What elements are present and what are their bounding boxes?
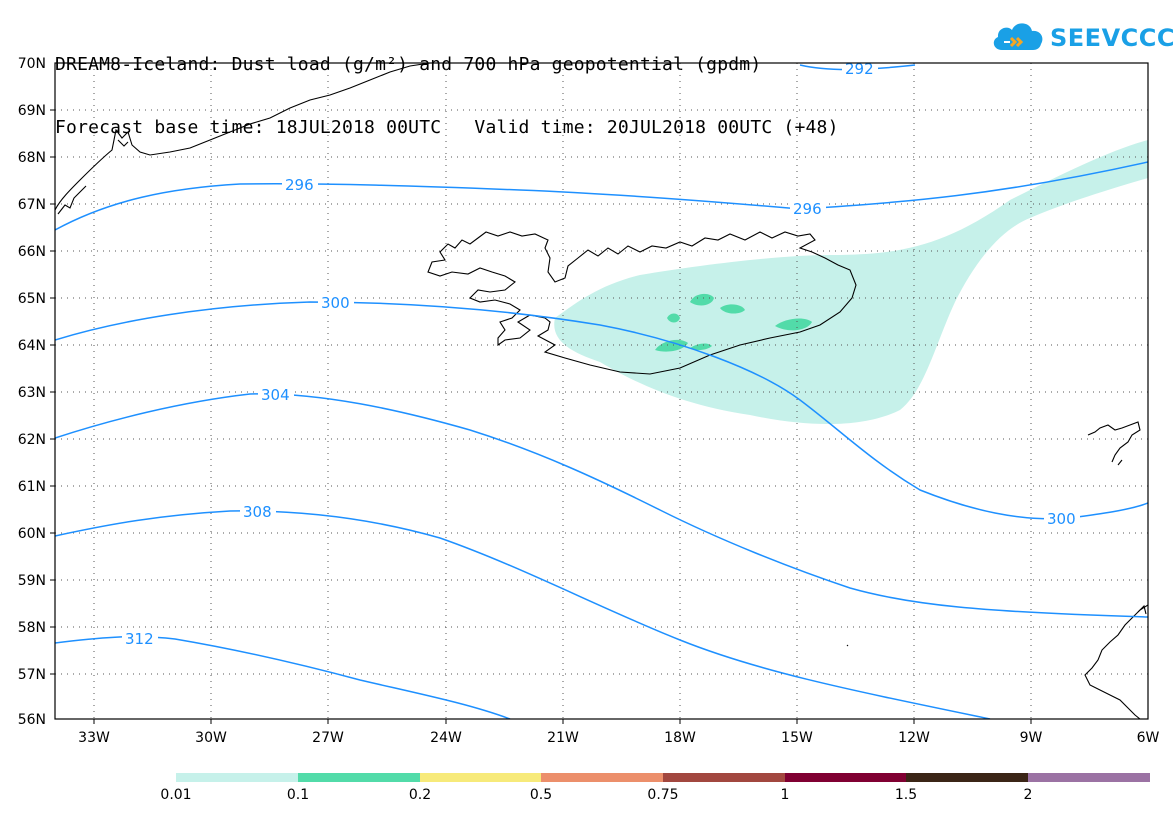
rockall-dot [846,644,849,647]
colorbar [176,773,1150,782]
shetland-isles [1137,604,1147,615]
lon-label-33w: 33W [78,730,110,746]
lat-label-59n: 59N [18,573,46,589]
map-title: DREAM8-Iceland: Dust load (g/m²) and 700… [55,12,839,159]
lat-label-70n: 70N [18,56,46,72]
dust-area-mid-5 [655,339,688,352]
lon-label-12w: 12W [898,730,930,746]
lat-label-68n: 68N [18,150,46,166]
contour-label-300-west: 300 [321,294,350,312]
dust-area-mid-6 [690,343,712,351]
colorbar-swatch-6 [785,773,906,782]
cloud-icon [990,18,1046,58]
contour-label-304: 304 [261,386,290,404]
colorbar-swatch-4 [541,773,663,782]
contour-label-312: 312 [125,630,154,648]
colorbar-label-0.01: 0.01 [160,787,191,803]
lat-label-60n: 60N [18,526,46,542]
faroe-islands [1087,421,1141,466]
lon-label-24w: 24W [430,730,462,746]
contour-label-box [240,503,276,520]
seevccc-logo: SEEVCCC [990,18,1175,58]
contour-label-box [258,386,294,403]
latitude-labels: 70N 69N 68N 67N 66N 65N 64N 63N 62N 61N … [18,56,46,728]
contour-label-292: 292 [845,60,874,78]
contour-labels: 292 296 296 300 300 304 308 312 [125,60,1076,648]
colorbar-label-1: 1 [781,787,790,803]
contour-label-box [122,630,158,647]
lon-label-18w: 18W [664,730,696,746]
logo-text: SEEVCCC [1050,24,1175,52]
iceland-coast [427,231,857,375]
axis-ticks [50,109,1032,724]
lat-label-61n: 61N [18,479,46,495]
title-line-1: DREAM8-Iceland: Dust load (g/m²) and 700… [55,54,762,75]
contour-label-box [790,200,826,217]
coastlines [55,63,1148,719]
plot-frame [54,62,1149,720]
greenland-coast [55,63,431,211]
contour-308 [55,510,991,719]
lat-label-66n: 66N [18,244,46,260]
greenland-coast-detail [57,139,129,215]
lon-label-6w: 6W [1137,730,1160,746]
contour-label-300-east: 300 [1047,510,1076,528]
geopotential-contours [55,64,1148,719]
lat-label-69n: 69N [18,103,46,119]
colorbar-label-0.75: 0.75 [647,787,678,803]
contour-label-box [318,294,354,311]
dust-area-low [554,140,1148,425]
lon-label-9w: 9W [1020,730,1043,746]
contour-label-box [1044,510,1080,527]
gridlines [55,63,1148,719]
dust-area-mid-3 [775,318,812,331]
colorbar-label-2: 2 [1024,787,1033,803]
lat-label-67n: 67N [18,197,46,213]
lat-label-56n: 56N [18,712,46,728]
lat-label-58n: 58N [18,620,46,636]
dust-area-mid-2 [720,304,745,314]
contour-296 [55,161,1148,231]
lat-label-64n: 64N [18,338,46,354]
colorbar-swatch-2 [298,773,420,782]
colorbar-labels: 0.01 0.1 0.2 0.5 0.75 1 1.5 2 [160,787,1032,803]
lat-label-65n: 65N [18,291,46,307]
title-line-2: Forecast base time: 18JUL2018 00UTC Vali… [55,117,839,138]
colorbar-label-0.1: 0.1 [287,787,309,803]
contour-300-west [55,301,1148,520]
contour-312 [55,635,511,719]
lat-label-57n: 57N [18,667,46,683]
contour-label-box [842,63,878,77]
contour-label-296-west: 296 [285,176,314,194]
contour-label-308: 308 [243,503,272,521]
lat-label-62n: 62N [18,432,46,448]
colorbar-swatch-1 [176,773,298,782]
lon-label-15w: 15W [781,730,813,746]
colorbar-swatch-5 [663,773,785,782]
dust-area-mid-1 [690,293,714,306]
lat-label-63n: 63N [18,385,46,401]
colorbar-label-1.5: 1.5 [895,787,917,803]
colorbar-swatch-7 [906,773,1028,782]
colorbar-label-0.5: 0.5 [530,787,552,803]
dust-area-mid-4 [667,313,680,323]
scotland-coast [1084,604,1148,719]
colorbar-label-0.2: 0.2 [409,787,431,803]
contour-label-boxes [122,63,1080,647]
contour-label-296-east: 296 [793,200,822,218]
longitude-labels: 33W 30W 27W 24W 21W 18W 15W 12W 9W 6W [78,730,1159,746]
colorbar-swatch-8 [1028,773,1150,782]
colorbar-swatch-3 [420,773,541,782]
lon-label-21w: 21W [547,730,579,746]
lon-label-30w: 30W [195,730,227,746]
lon-label-27w: 27W [312,730,344,746]
contour-304 [55,393,1148,618]
contour-label-box [282,176,318,193]
